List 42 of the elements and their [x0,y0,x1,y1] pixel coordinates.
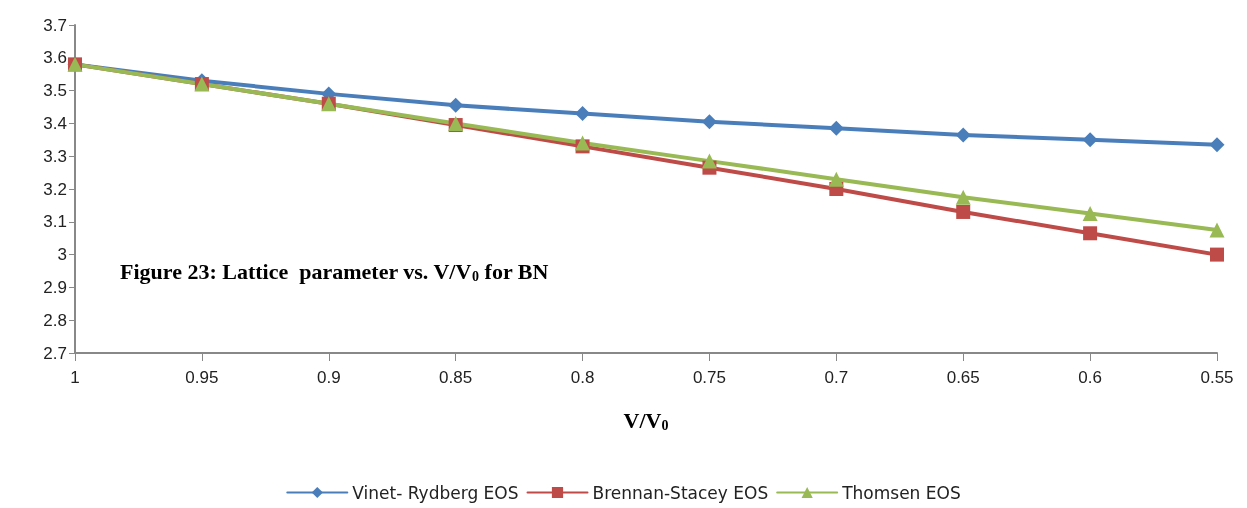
x-axis-title: V/V0 [623,407,669,433]
y-tick-label: 3.6 [43,48,67,68]
x-tick-label: 0.7 [824,368,849,387]
y-tick-label: 2.7 [43,343,67,363]
y-tick-label: 3 [57,245,67,265]
point [1210,247,1224,262]
point [955,189,971,205]
y-tick-label: 2.8 [43,310,67,330]
x-tick-label: 0.8 [570,368,595,387]
point [701,153,717,169]
x-tick-label: 0.75 [692,368,726,387]
annotation: Figure 23: Lattice parameter vs. V/V0 for BN [120,258,549,284]
point [1209,222,1225,238]
x-tick-label: 0.85 [439,368,473,387]
point [701,114,717,130]
point [448,97,464,113]
x-tick-label: 0.55 [1200,368,1234,387]
x-tick-label: 1 [70,368,80,387]
point [575,106,591,122]
y-tick-label: 3.5 [43,81,67,101]
y-tick-label: 3.3 [43,146,67,166]
point [956,204,971,219]
y-tick-label: 3.2 [43,179,67,199]
legend-label: Brennan-Stacey EOS [592,482,769,503]
x-tick-label: 0.9 [316,368,341,387]
y-tick-label: 3.1 [43,212,67,232]
x-tick-label: 0.6 [1078,368,1102,387]
point [1082,132,1098,148]
x-tick-label: 0.65 [946,368,980,387]
y-tick-label: 2.9 [43,277,67,297]
point [828,171,844,187]
point [955,127,971,143]
legend-label: Thomsen EOS [841,482,961,503]
point [575,135,591,151]
point [828,120,844,136]
legend-label: Vinet- Rydberg EOS [352,482,519,503]
y-tick-label: 3.4 [43,113,67,133]
point [1083,226,1098,241]
x-tick-label: 0.95 [185,368,219,387]
point [1082,206,1098,222]
y-tick-label: 3.7 [43,15,67,35]
point [1209,137,1225,153]
